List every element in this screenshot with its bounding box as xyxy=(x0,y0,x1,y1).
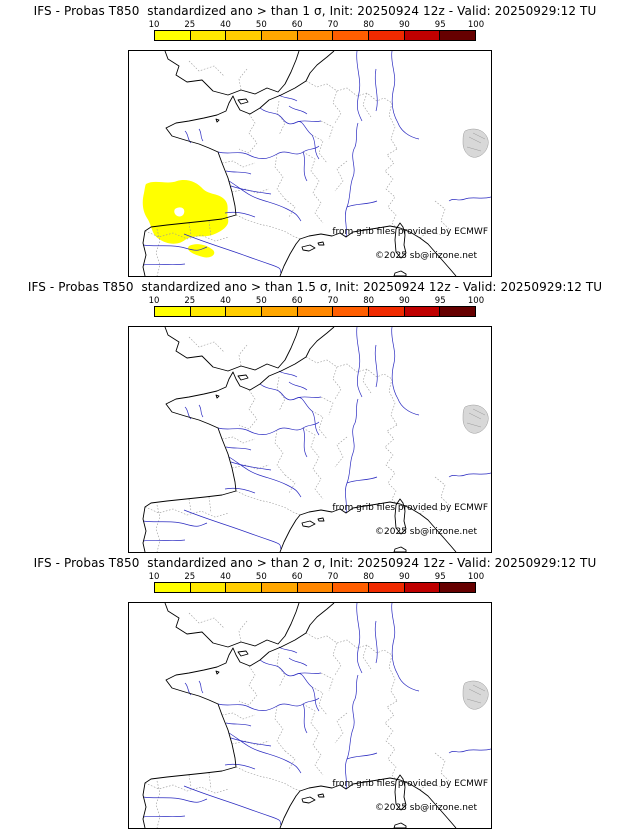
colorbar-segment xyxy=(296,307,333,316)
colorbar-tick-label: 70 xyxy=(327,20,339,30)
map-frame: from grib files provided by ECMWF ©2025 … xyxy=(128,50,492,277)
colorbar-tick-label: 60 xyxy=(291,296,303,306)
forecast-panel-2sigma: IFS - Probas T850 standardized ano > tha… xyxy=(0,552,630,829)
colorbar-ticks: 10 25 40 50 60 70 80 90 95 100 xyxy=(149,572,485,582)
colorbar-segment xyxy=(155,31,190,40)
colorbar-segment xyxy=(439,583,476,592)
colorbar-tick-label: 10 xyxy=(148,296,160,306)
colorbar-segment xyxy=(332,31,369,40)
attribution-text: from grib files provided by ECMWF xyxy=(332,503,488,513)
colorbar-tick-label: 95 xyxy=(434,572,446,582)
colorbar-segment xyxy=(225,583,262,592)
colorbar-scale xyxy=(154,582,476,593)
colorbar-tick-label: 80 xyxy=(363,572,375,582)
forecast-map xyxy=(142,327,491,552)
colorbar-tick-label: 70 xyxy=(327,572,339,582)
colorbar-tick-label: 90 xyxy=(399,572,410,582)
colorbar: 10 25 40 50 60 70 80 90 95 100 xyxy=(149,572,485,593)
copyright-text: ©2025 sb@irizone.net xyxy=(375,527,477,537)
colorbar-segment xyxy=(332,307,369,316)
basemap xyxy=(142,327,491,552)
panel-title: IFS - Probas T850 standardized ano > tha… xyxy=(33,4,597,18)
colorbar-segment xyxy=(189,583,226,592)
colorbar-scale xyxy=(154,30,476,41)
colorbar-segment xyxy=(296,31,333,40)
colorbar-segment xyxy=(296,583,333,592)
colorbar-segment xyxy=(261,31,297,40)
colorbar-segment xyxy=(155,307,190,316)
colorbar-segment xyxy=(368,31,404,40)
colorbar-segment xyxy=(261,583,297,592)
colorbar-tick-label: 25 xyxy=(184,20,196,30)
panel-title: IFS - Probas T850 standardized ano > tha… xyxy=(27,280,603,294)
basemap xyxy=(142,603,491,828)
map-frame: from grib files provided by ECMWF ©2025 … xyxy=(128,602,492,829)
colorbar-segment xyxy=(261,307,297,316)
colorbar-tick-label: 50 xyxy=(255,20,267,30)
colorbar-tick-label: 80 xyxy=(363,296,375,306)
panel-title: IFS - Probas T850 standardized ano > tha… xyxy=(33,556,597,570)
colorbar-tick-label: 50 xyxy=(255,296,267,306)
colorbar-tick-label: 10 xyxy=(148,572,160,582)
forecast-map xyxy=(142,51,491,276)
colorbar-tick-label: 95 xyxy=(434,20,446,30)
colorbar-tick-label: 50 xyxy=(255,572,267,582)
colorbar-tick-label: 80 xyxy=(363,20,375,30)
forecast-map xyxy=(142,603,491,828)
colorbar-tick-label: 70 xyxy=(327,296,339,306)
colorbar-segment xyxy=(225,31,262,40)
colorbar-scale xyxy=(154,306,476,317)
colorbar-tick-label: 25 xyxy=(184,572,196,582)
colorbar-segment xyxy=(155,583,190,592)
basemap xyxy=(142,51,491,276)
attribution-text: from grib files provided by ECMWF xyxy=(332,227,488,237)
colorbar-segment xyxy=(332,583,369,592)
colorbar-tick-label: 40 xyxy=(220,296,231,306)
colorbar-tick-label: 100 xyxy=(467,572,485,582)
colorbar-tick-label: 90 xyxy=(399,20,410,30)
colorbar-segment xyxy=(439,307,476,316)
colorbar-ticks: 10 25 40 50 60 70 80 90 95 100 xyxy=(149,20,485,30)
colorbar-segment xyxy=(403,583,440,592)
colorbar-tick-label: 100 xyxy=(467,20,485,30)
colorbar-tick-label: 90 xyxy=(399,296,410,306)
colorbar-tick-label: 60 xyxy=(291,20,303,30)
map-frame: from grib files provided by ECMWF ©2025 … xyxy=(128,326,492,553)
colorbar-ticks: 10 25 40 50 60 70 80 90 95 100 xyxy=(149,296,485,306)
colorbar-segment xyxy=(368,307,404,316)
forecast-panel-1p5sigma: IFS - Probas T850 standardized ano > tha… xyxy=(0,276,630,553)
colorbar-tick-label: 60 xyxy=(291,572,303,582)
colorbar-segment xyxy=(189,307,226,316)
colorbar-segment xyxy=(225,307,262,316)
copyright-text: ©2025 sb@irizone.net xyxy=(375,803,477,813)
colorbar-segment xyxy=(189,31,226,40)
colorbar-tick-label: 40 xyxy=(220,572,231,582)
colorbar: 10 25 40 50 60 70 80 90 95 100 xyxy=(149,20,485,41)
forecast-panel-1sigma: IFS - Probas T850 standardized ano > tha… xyxy=(0,0,630,277)
colorbar-tick-label: 95 xyxy=(434,296,446,306)
colorbar-segment xyxy=(368,583,404,592)
colorbar-segment xyxy=(403,307,440,316)
colorbar-segment xyxy=(403,31,440,40)
colorbar-tick-label: 100 xyxy=(467,296,485,306)
colorbar-tick-label: 10 xyxy=(148,20,160,30)
attribution-text: from grib files provided by ECMWF xyxy=(332,779,488,789)
colorbar-segment xyxy=(439,31,476,40)
copyright-text: ©2025 sb@irizone.net xyxy=(375,251,477,261)
colorbar-tick-label: 40 xyxy=(220,20,231,30)
colorbar-tick-label: 25 xyxy=(184,296,196,306)
colorbar: 10 25 40 50 60 70 80 90 95 100 xyxy=(149,296,485,317)
